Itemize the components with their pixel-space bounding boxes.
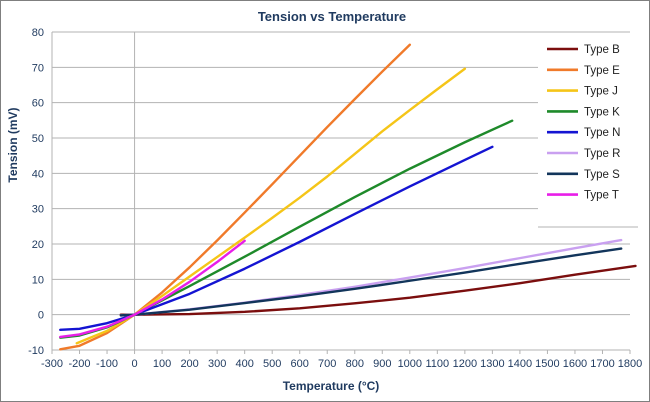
x-tick-label: 1100 (426, 358, 450, 370)
legend: Type B Type E Type J Type K Type N Type R Type… (538, 35, 638, 228)
x-tick-label: 300 (208, 358, 226, 370)
x-tick-label: 1400 (508, 358, 532, 370)
series-line-type-n (59, 145, 494, 332)
x-tick-label: 600 (291, 358, 309, 370)
x-tick-label: 100 (153, 358, 171, 370)
legend-label: Type E (584, 65, 620, 77)
x-tick-label: 700 (318, 358, 336, 370)
y-tick-label: 70 (32, 62, 44, 74)
y-tick-label: 50 (32, 133, 44, 145)
x-tick-label: 1200 (453, 358, 477, 370)
x-tick-label: 200 (180, 358, 198, 370)
x-tick-label: -200 (69, 358, 91, 370)
chart-title: Tension vs Temperature (258, 9, 406, 24)
legend-label: Type R (584, 148, 620, 160)
legend-label: Type B (584, 44, 620, 56)
y-tick-label: 80 (32, 27, 44, 39)
legend-label: Type J (584, 86, 618, 98)
y-tick-label: 60 (32, 98, 44, 110)
legend-label: Type K (584, 106, 620, 118)
x-tick-label: 1500 (535, 358, 559, 370)
x-tick-label: 0 (132, 358, 138, 370)
series-line-type-b (119, 264, 637, 316)
y-tick-labels: -10 0 10 20 30 40 50 60 70 80 (28, 27, 44, 357)
series-line-type-e (59, 43, 412, 351)
x-tick-label: -300 (41, 358, 63, 370)
x-tick-label: 900 (373, 358, 391, 370)
y-axis-label: Tension (mV) (6, 107, 20, 182)
x-axis-label: Temperature (°C) (283, 379, 380, 393)
series-line-type-t (59, 239, 246, 339)
x-tick-label: 1000 (398, 358, 422, 370)
y-tick-label: 0 (38, 310, 44, 322)
legend-label: Type S (584, 169, 620, 181)
x-tick-label: 400 (235, 358, 253, 370)
x-tick-label: -100 (96, 358, 118, 370)
y-tick-label: 40 (32, 168, 44, 180)
y-tick-label: -10 (28, 345, 44, 357)
x-tick-label: 1700 (590, 358, 614, 370)
x-tick-label: 1300 (480, 358, 504, 370)
series-lines (59, 43, 637, 351)
y-tick-label: 20 (32, 239, 44, 251)
axes (51, 32, 631, 354)
x-tick-label: 500 (263, 358, 281, 370)
x-tick-label: 800 (346, 358, 364, 370)
x-tick-label: 1600 (563, 358, 587, 370)
series-line-type-k (59, 119, 514, 339)
x-tick-label: 1800 (618, 358, 642, 370)
legend-label: Type T (584, 190, 619, 202)
series-line-type-s (119, 247, 623, 317)
x-tick-labels: -300 -200 -100 0 100 200 300 400 500 600 700 800 900… (41, 358, 642, 370)
legend-label: Type N (584, 127, 620, 139)
y-tick-label: 10 (32, 274, 44, 286)
y-tick-label: 30 (32, 204, 44, 216)
